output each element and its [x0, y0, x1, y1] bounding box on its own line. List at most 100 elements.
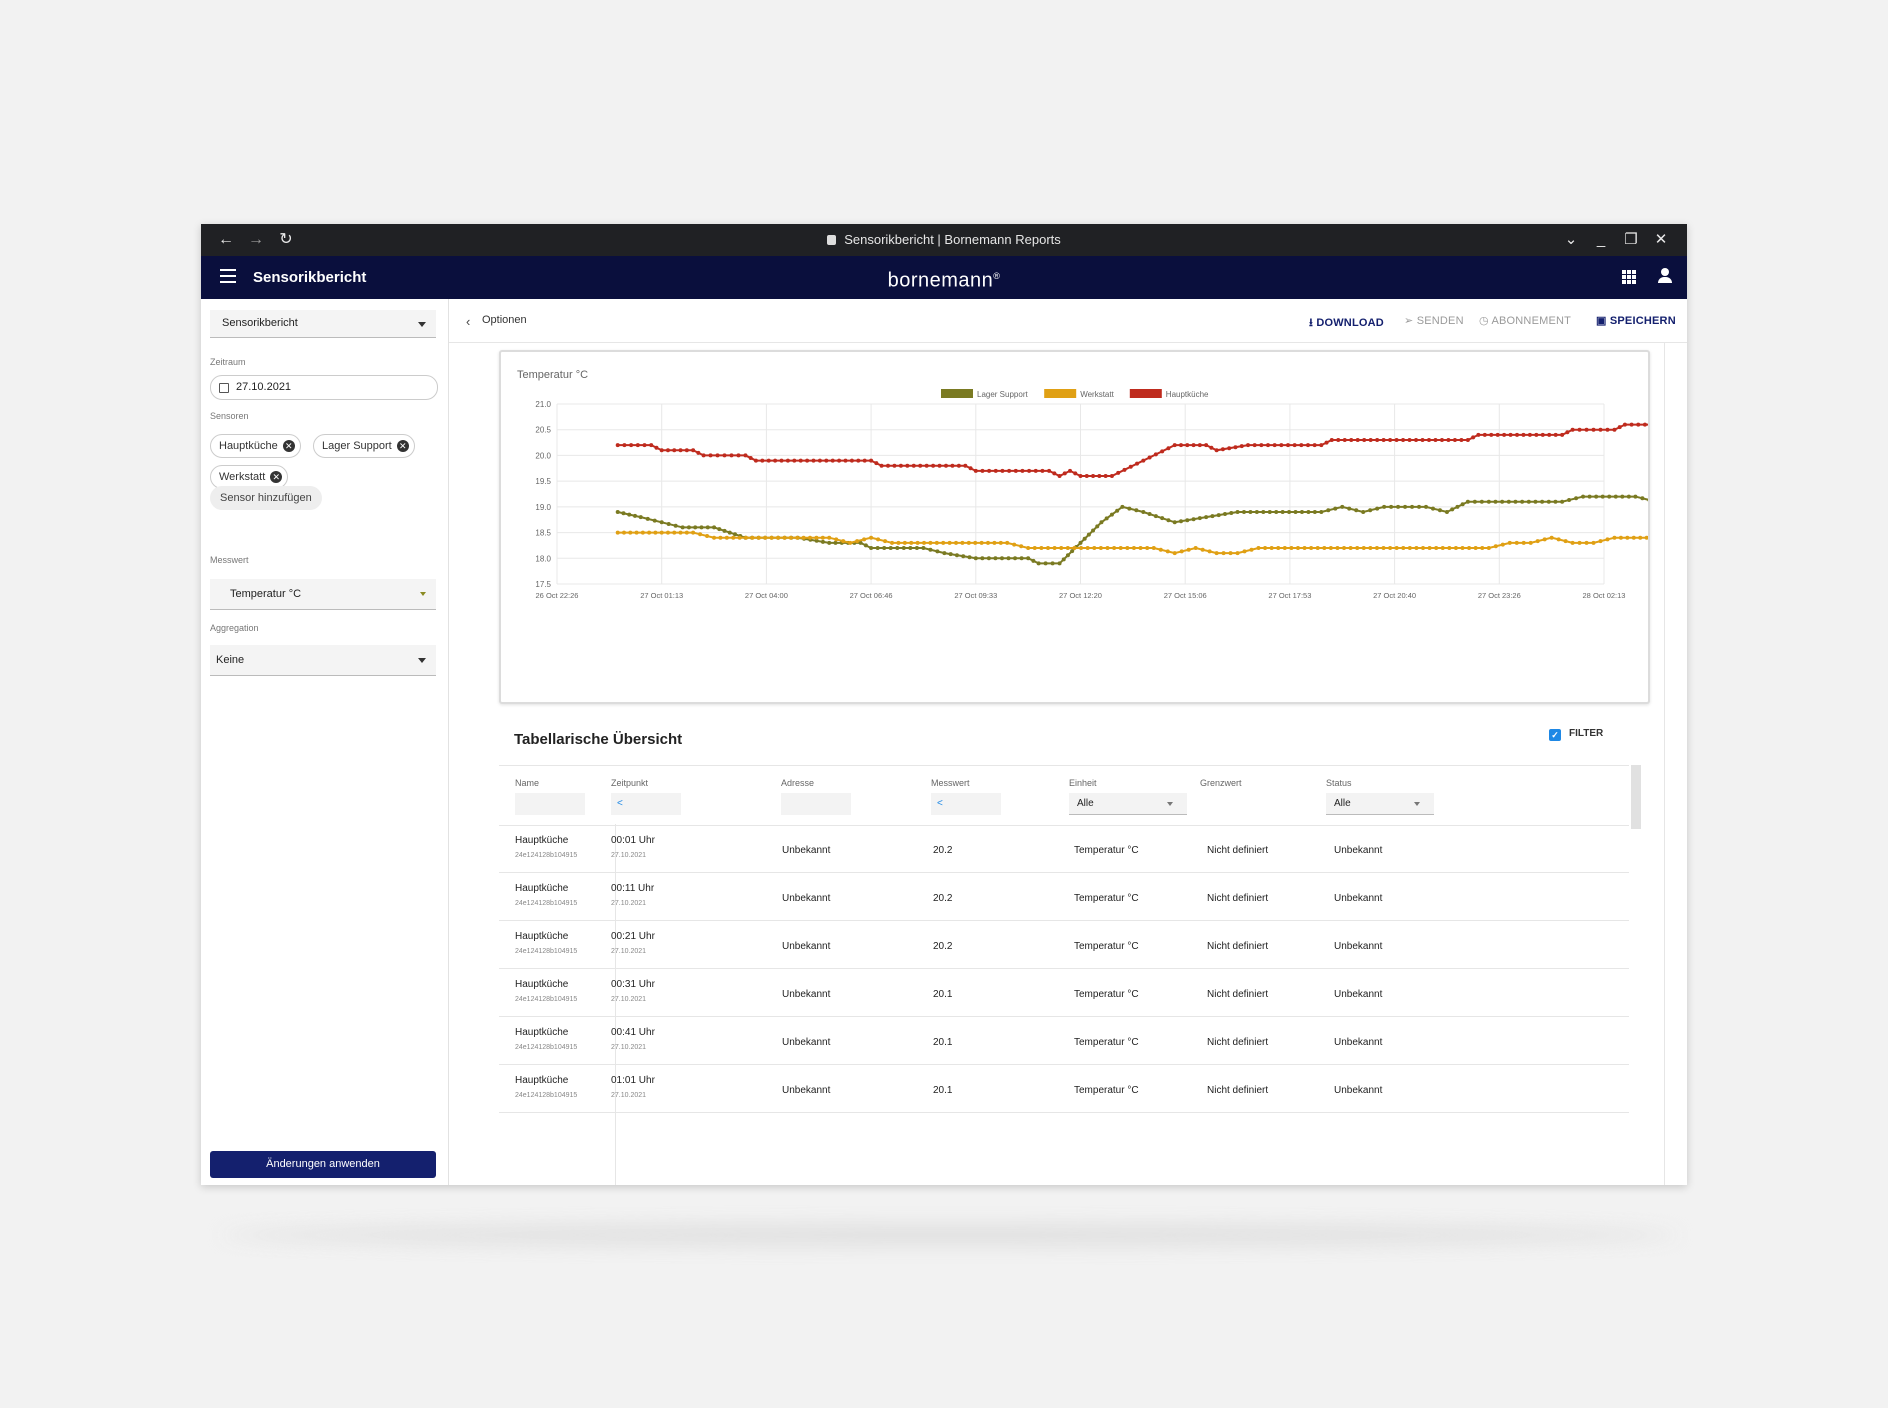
name-filter-input[interactable]	[515, 793, 585, 815]
data-point	[622, 530, 627, 535]
data-point	[1361, 510, 1366, 514]
x-tick-label: 26 Oct 22:26	[536, 591, 579, 600]
x-tick-label: 27 Oct 06:46	[850, 591, 893, 600]
data-point	[817, 458, 822, 463]
data-point	[1389, 504, 1394, 509]
data-point	[998, 540, 1003, 545]
table-row[interactable]: Hauptküche 24e124128b104915 00:21 Uhr 27.10…	[499, 921, 1629, 969]
minimize-icon[interactable]: _	[1596, 231, 1606, 248]
row-address: Unbekannt	[782, 941, 831, 952]
data-point	[824, 458, 829, 463]
filter-toggle[interactable]: ✓ FILTER	[1549, 728, 1603, 741]
table-row[interactable]: Hauptküche 24e124128b104915 00:41 Uhr 27.10…	[499, 1017, 1629, 1065]
data-point	[1424, 504, 1429, 509]
apps-grid-icon[interactable]	[1622, 270, 1636, 284]
chevron-down-icon[interactable]: ⌄	[1564, 231, 1578, 248]
table-scrollbar-thumb[interactable]	[1631, 765, 1641, 829]
data-point	[1507, 540, 1512, 545]
data-point	[892, 463, 897, 468]
send-label: SENDEN	[1416, 315, 1464, 327]
table-row[interactable]: Hauptküche 24e124128b104915 00:11 Uhr 27.10…	[499, 873, 1629, 921]
row-status: Unbekannt	[1334, 1085, 1383, 1096]
close-icon[interactable]: ✕	[1654, 231, 1668, 248]
content-scrollbar[interactable]	[1664, 343, 1665, 1185]
status-filter-select[interactable]: Alle	[1326, 793, 1434, 815]
data-point	[928, 540, 933, 545]
data-point	[830, 458, 835, 463]
sensor-chip-hauptkueche[interactable]: Hauptküche ✕	[210, 434, 301, 458]
messwert-value: Temperatur °C	[230, 588, 302, 600]
data-point	[722, 453, 727, 458]
save-button[interactable]: ▣ SPEICHERN	[1596, 314, 1676, 327]
checkbox-checked-icon[interactable]: ✓	[1549, 729, 1561, 741]
send-button[interactable]: ➢ SENDEN	[1404, 314, 1464, 327]
hamburger-menu-icon[interactable]	[220, 269, 236, 283]
chip-remove-icon[interactable]: ✕	[396, 440, 409, 452]
data-point	[1570, 540, 1575, 545]
options-back-link[interactable]: Optionen	[482, 314, 527, 326]
data-point	[1204, 443, 1209, 448]
data-point	[1347, 506, 1352, 511]
data-point	[1127, 506, 1132, 511]
forward-arrow-icon[interactable]: →	[248, 231, 264, 248]
data-point	[1031, 558, 1036, 563]
data-point	[1153, 514, 1158, 519]
data-point	[712, 525, 717, 530]
date-input[interactable]: 27.10.2021	[210, 375, 438, 400]
reload-icon[interactable]: ↻	[279, 231, 293, 248]
data-point	[628, 530, 633, 535]
download-button[interactable]: ⭳ DOWNLOAD	[1309, 314, 1384, 333]
data-point	[1185, 518, 1190, 523]
data-point	[1542, 537, 1547, 542]
data-point	[736, 453, 741, 458]
subscription-button[interactable]: ◷ ABONNEMENT	[1479, 314, 1571, 327]
row-limit: Nicht definiert	[1207, 1085, 1269, 1096]
row-cell: 00:21 Uhr 27.10.2021	[611, 931, 655, 955]
chip-remove-icon[interactable]: ✕	[282, 440, 295, 452]
data-point	[862, 537, 867, 542]
data-point	[931, 463, 936, 468]
data-point	[1078, 474, 1083, 478]
chevron-left-icon[interactable]: ‹	[466, 314, 471, 329]
data-point	[1362, 438, 1367, 442]
data-point	[1085, 546, 1090, 550]
report-select[interactable]: Sensorikbericht	[210, 310, 436, 338]
data-point	[1439, 438, 1444, 442]
row-name: Hauptküche	[515, 883, 569, 894]
user-account-icon[interactable]	[1657, 268, 1673, 286]
sensor-chip-lager-support[interactable]: Lager Support ✕	[313, 434, 415, 458]
data-point	[1465, 438, 1470, 442]
row-unit: Temperatur °C	[1074, 1085, 1139, 1096]
restore-icon[interactable]: ❐	[1624, 231, 1638, 248]
row-time: 01:01 Uhr	[611, 1075, 655, 1086]
row-unit: Temperatur °C	[1074, 845, 1139, 856]
row-limit: Nicht definiert	[1207, 941, 1269, 952]
data-point	[1455, 504, 1460, 509]
apply-changes-button[interactable]: Änderungen anwenden	[210, 1151, 436, 1178]
sensor-chip-werkstatt[interactable]: Werkstatt ✕	[210, 465, 289, 489]
messwert-filter-input[interactable]: <	[931, 793, 1001, 815]
data-point	[901, 546, 906, 550]
add-sensor-button[interactable]: Sensor hinzufügen	[210, 486, 322, 510]
chip-remove-icon[interactable]: ✕	[270, 471, 283, 483]
data-point	[1032, 546, 1037, 550]
einheit-filter-select[interactable]: Alle	[1069, 793, 1187, 815]
table-row[interactable]: Hauptküche 24e124128b104915 00:01 Uhr 27.10…	[499, 825, 1629, 873]
adresse-filter-input[interactable]	[781, 793, 851, 815]
data-point	[883, 539, 888, 544]
zeitpunkt-filter-input[interactable]: <	[611, 793, 681, 815]
data-point	[748, 456, 753, 460]
back-arrow-icon[interactable]: ←	[218, 231, 234, 248]
data-point	[1534, 432, 1539, 437]
row-cell: Hauptküche 24e124128b104915	[515, 931, 577, 955]
report-main: ‹ Optionen ⭳ DOWNLOAD ➢ SENDEN ◷ ABONNEM…	[449, 299, 1687, 1185]
data-point	[1453, 546, 1458, 550]
messwert-select[interactable]: Temperatur °C	[210, 579, 436, 610]
data-point	[673, 523, 678, 528]
table-row[interactable]: Hauptküche 24e124128b104915 01:01 Uhr 27.10…	[499, 1065, 1629, 1113]
aggregation-select[interactable]: Keine	[210, 645, 436, 676]
table-row[interactable]: Hauptküche 24e124128b104915 00:31 Uhr 27.10…	[499, 969, 1629, 1017]
data-point	[1302, 546, 1307, 550]
row-cell: 01:01 Uhr 27.10.2021	[611, 1075, 655, 1099]
data-point	[1160, 449, 1165, 454]
